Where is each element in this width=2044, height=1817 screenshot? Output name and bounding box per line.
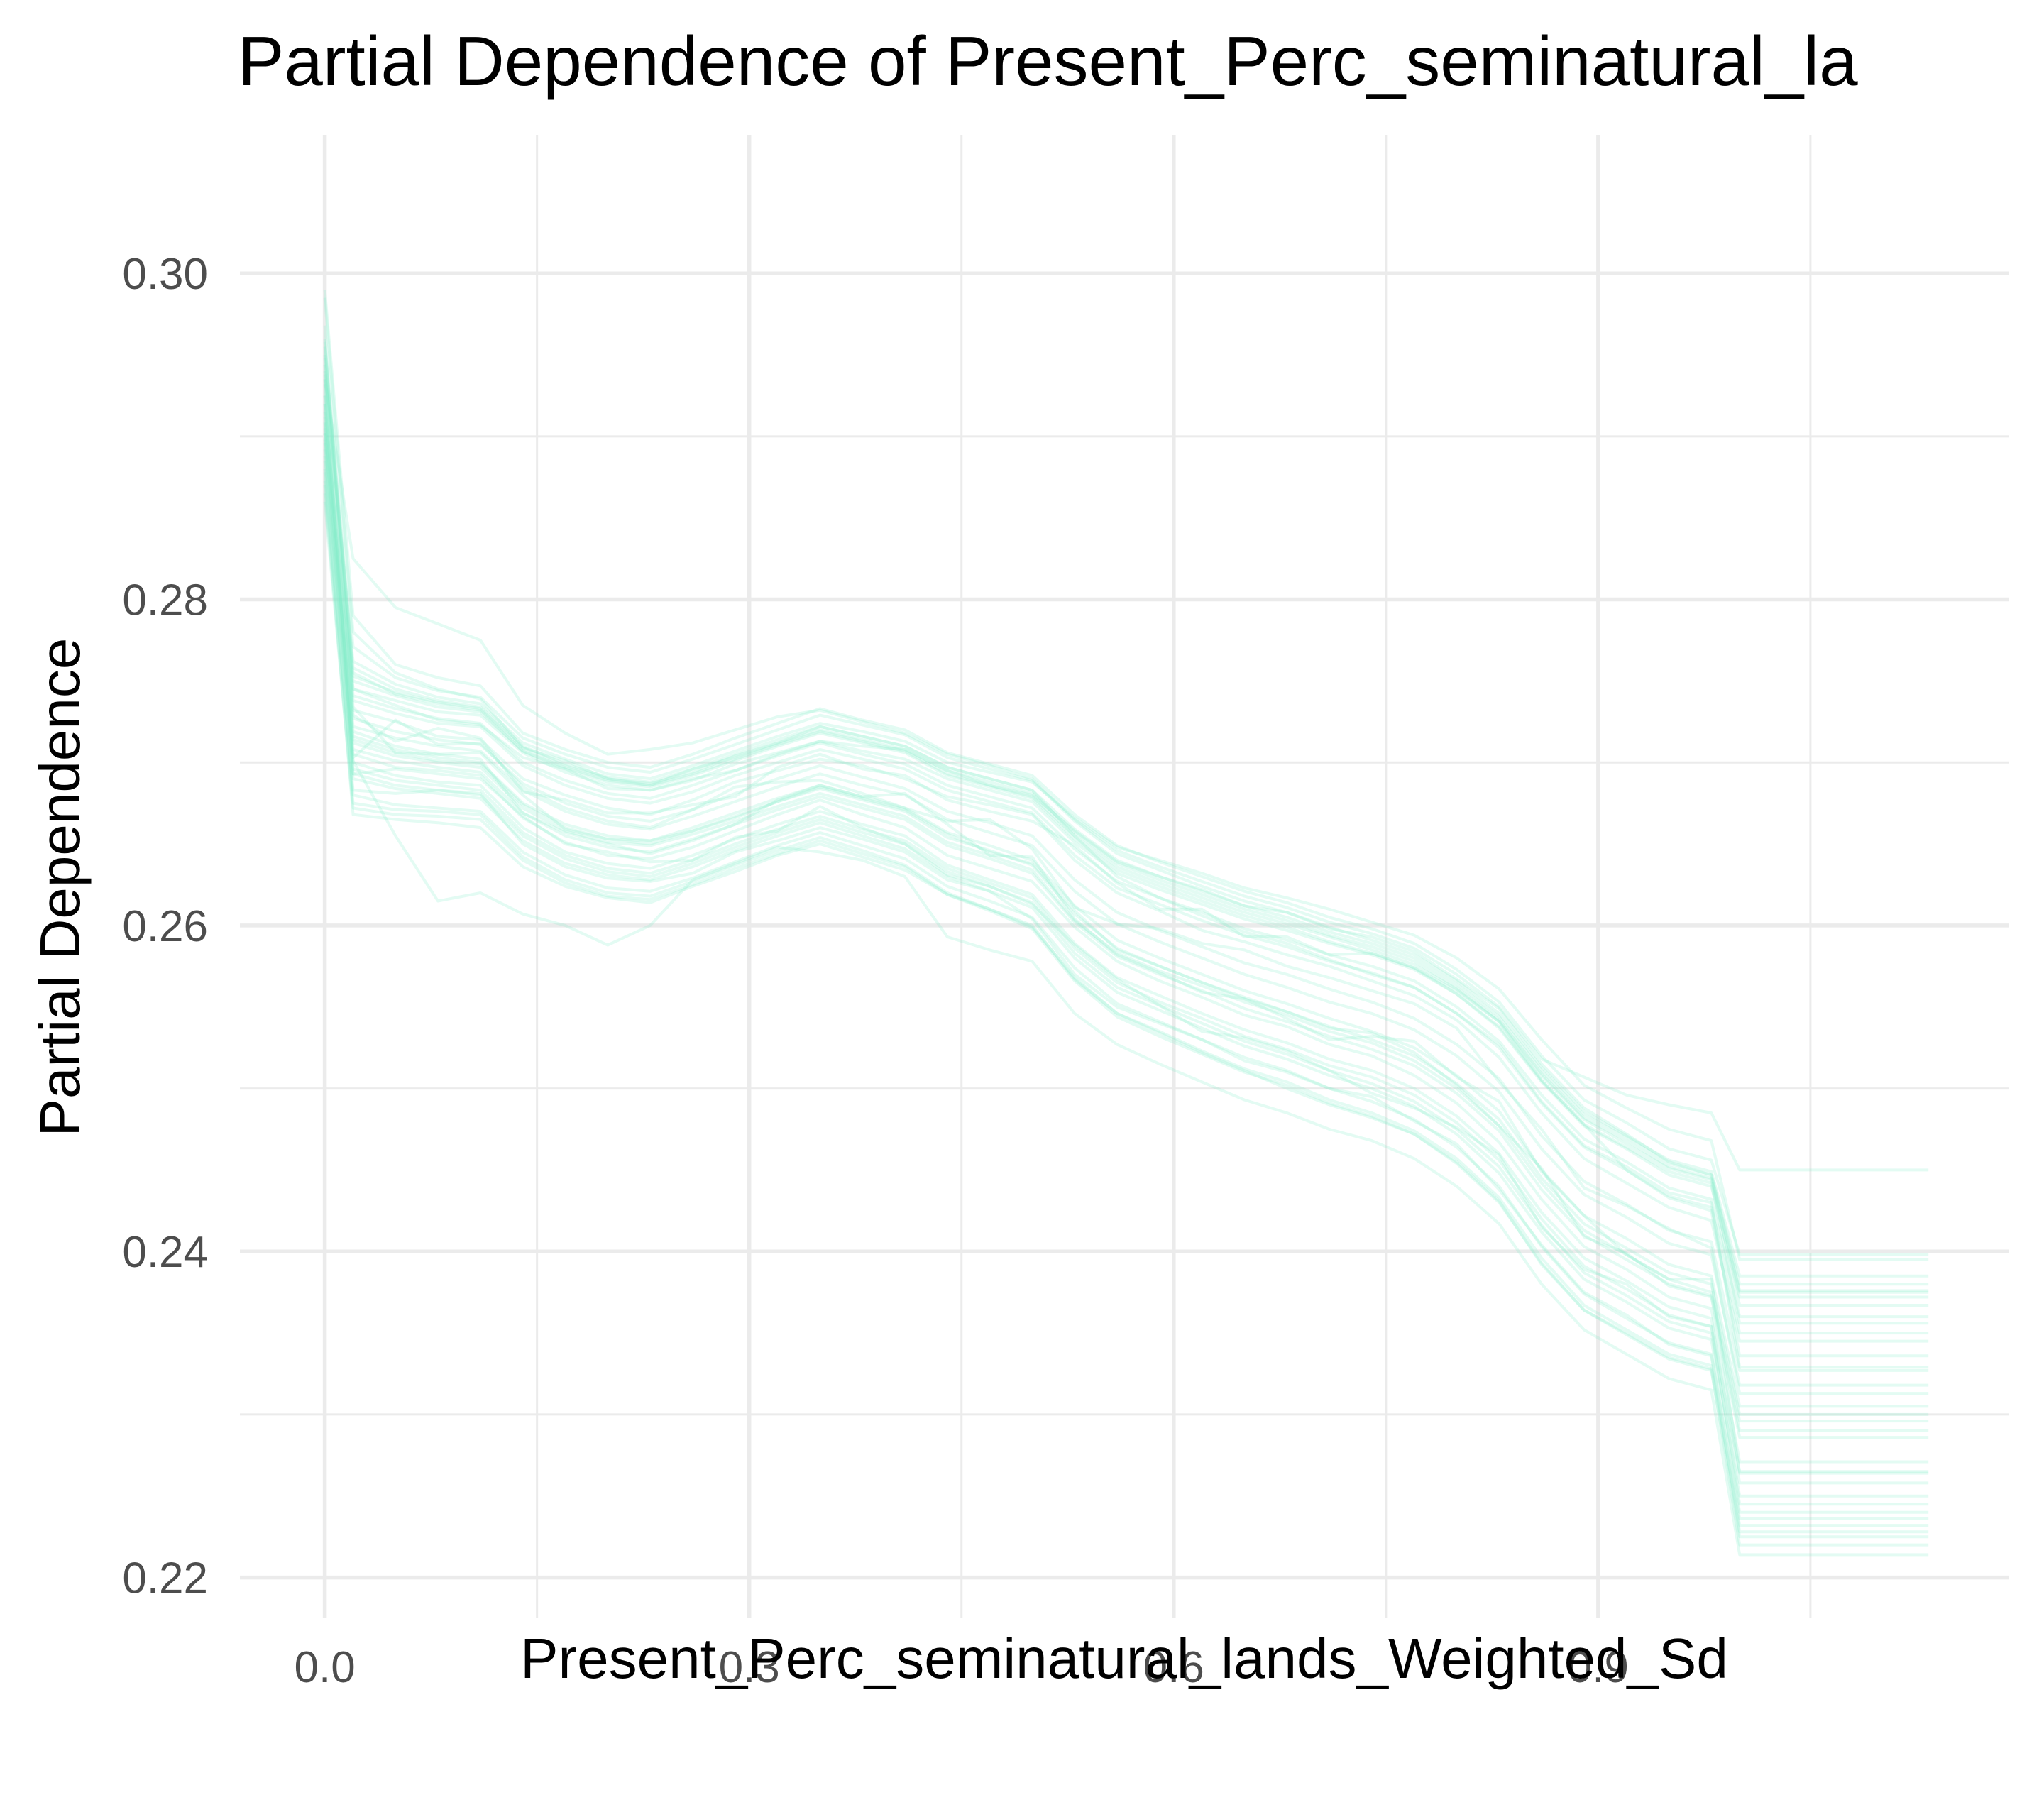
ice-curve: [323, 379, 1929, 1506]
ice-curve: [323, 395, 1929, 1557]
ice-curve: [323, 346, 1929, 1286]
ice-curve: [323, 384, 1929, 1335]
ice-curve: [323, 433, 1929, 1423]
y-tick-label: 0.22: [122, 1554, 208, 1603]
ice-curve: [323, 354, 1929, 1307]
ice-curve: [323, 417, 1929, 1387]
ice-curve: [323, 468, 1929, 1514]
minor-gridlines: [240, 135, 2009, 1618]
ice-curve: [323, 290, 1929, 1256]
chart-title: Partial Dependence of Present_Perc_semin…: [238, 22, 1858, 100]
x-tick-label: 0.6: [1143, 1643, 1204, 1692]
ice-curve: [323, 364, 1929, 1299]
ice-curves: [323, 290, 1929, 1557]
y-tick-label: 0.24: [122, 1228, 208, 1277]
ice-curve: [323, 297, 1929, 1369]
x-axis-title: Present_Perc_seminatural_lands_Weighted_…: [520, 1627, 1728, 1690]
ice-curve: [323, 338, 1929, 1292]
ice-curve: [323, 379, 1929, 1172]
y-axis-title: Partial Dependence: [28, 638, 92, 1137]
ice-curve: [323, 358, 1929, 1294]
y-tick-label: 0.28: [122, 576, 208, 625]
x-axis-tick-labels: 0.0 0.3 0.6 0.9: [295, 1643, 1629, 1692]
ice-curve: [323, 501, 1929, 1539]
ice-curve: [323, 422, 1929, 1358]
ice-curve: [323, 456, 1929, 1464]
ice-curve: [323, 428, 1929, 1416]
ice-curve: [323, 403, 1929, 1343]
y-tick-label: 0.30: [122, 250, 208, 299]
ice-curve: [323, 449, 1929, 1473]
ice-curve: [323, 433, 1929, 1432]
ice-curve: [323, 374, 1929, 1319]
ice-curve: [323, 472, 1929, 1520]
ice-curve: [323, 341, 1929, 1475]
x-tick-label: 0.3: [719, 1643, 780, 1692]
ice-curve: [323, 442, 1929, 1395]
ice-curve: [323, 461, 1929, 1498]
ice-curve: [323, 412, 1929, 1439]
x-tick-label: 0.0: [295, 1643, 356, 1692]
ice-curve: [323, 370, 1929, 1261]
ice-curve: [323, 403, 1929, 1372]
y-tick-label: 0.26: [122, 902, 208, 951]
ice-curve: [323, 395, 1929, 1325]
ice-curve: [323, 480, 1929, 1534]
ice-curve: [323, 493, 1929, 1527]
ice-curve: [323, 325, 1929, 1278]
y-axis-tick-labels: 0.22 0.24 0.26 0.28 0.30: [122, 250, 208, 1603]
major-gridlines: [240, 135, 2009, 1618]
x-tick-label: 0.9: [1568, 1643, 1629, 1692]
ice-curve: [323, 423, 1929, 1408]
ice-curve: [323, 485, 1929, 1547]
ice-curve: [323, 439, 1929, 1485]
